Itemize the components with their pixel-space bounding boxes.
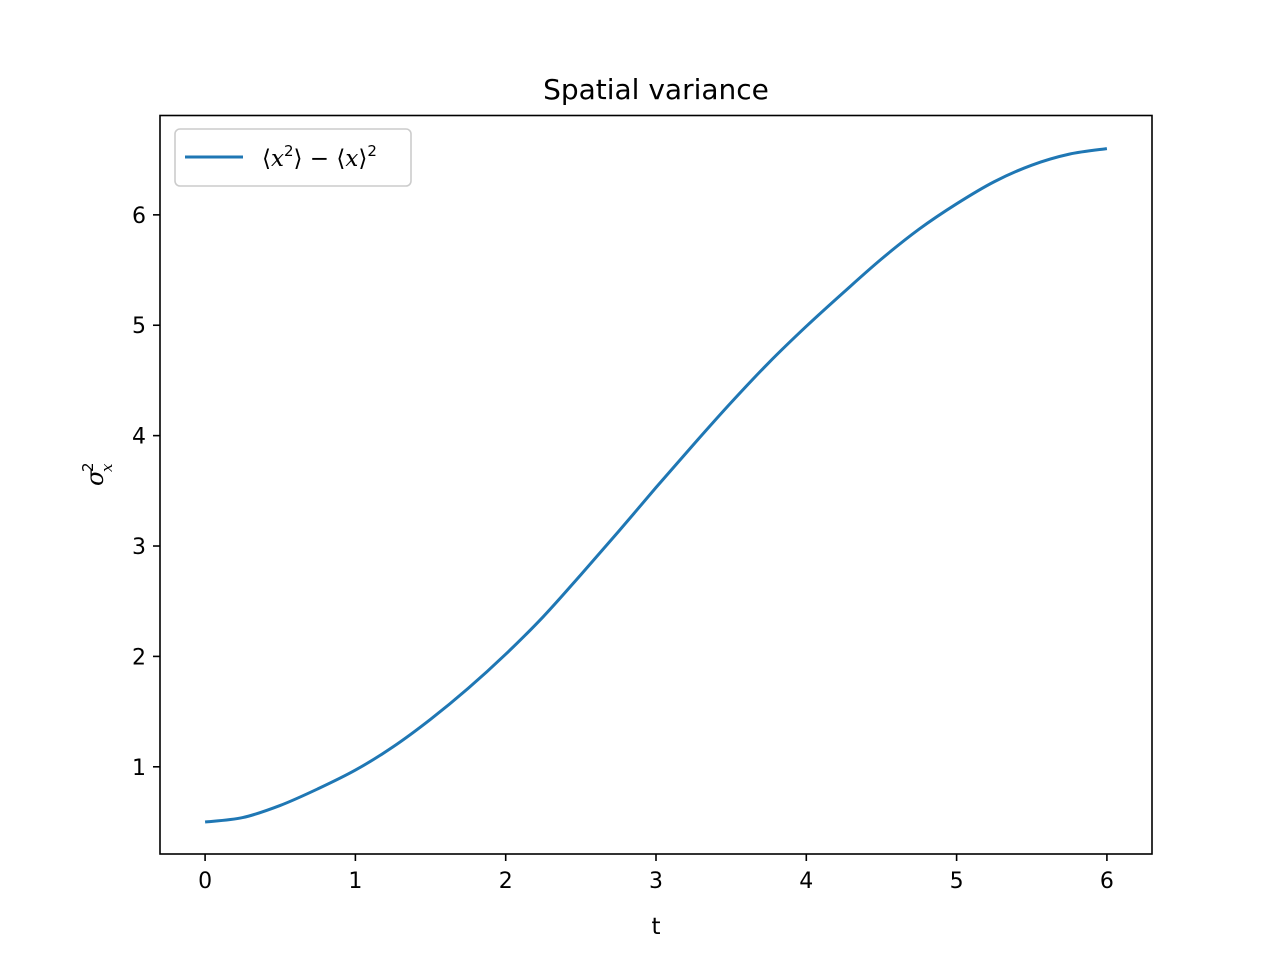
legend-frame — [174, 128, 412, 187]
y-axis-label: σ 2 x — [79, 458, 116, 486]
x-axis: 0 1 2 3 4 5 6 — [198, 854, 1114, 894]
y-axis-label-base: σ — [81, 469, 109, 486]
y-tick-label: 1 — [132, 756, 146, 781]
x-tick-label: 2 — [499, 869, 513, 894]
y-tick-label: 4 — [132, 425, 146, 450]
y-tick-label: 5 — [132, 314, 146, 339]
y-tick-label: 2 — [132, 645, 146, 670]
y-axis: 1 2 3 4 5 6 — [132, 204, 160, 781]
x-tick-label: 6 — [1100, 869, 1114, 894]
x-axis-label: t — [651, 914, 660, 940]
x-tick-label: 0 — [198, 869, 212, 894]
x-tick-label: 4 — [799, 869, 813, 894]
x-tick-label: 3 — [649, 869, 663, 894]
x-tick-label: 5 — [950, 869, 964, 894]
y-tick-label: 6 — [132, 204, 146, 229]
chart-title: Spatial variance — [543, 73, 769, 106]
y-axis-label-sup: 2 — [79, 462, 97, 472]
x-tick-label: 1 — [348, 869, 362, 894]
y-tick-label: 3 — [132, 535, 146, 560]
y-axis-label-sub: x — [98, 463, 116, 472]
legend: ⟨x2⟩ − ⟨x⟩2 — [174, 128, 412, 187]
legend-label: ⟨x2⟩ − ⟨x⟩2 — [262, 142, 377, 172]
series-line — [204, 147, 1108, 824]
